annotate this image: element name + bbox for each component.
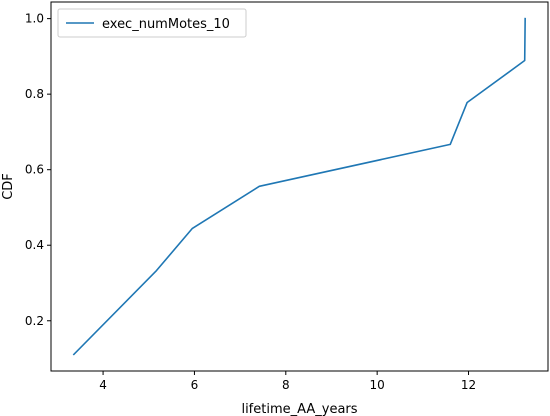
x-tick-label: 10 bbox=[370, 378, 385, 392]
legend: exec_numMotes_10 bbox=[57, 8, 247, 38]
y-tick-label: 0.8 bbox=[25, 87, 44, 101]
plot-frame bbox=[50, 1, 549, 372]
y-tick-label: 1.0 bbox=[25, 12, 44, 26]
x-tick-label: 12 bbox=[461, 378, 476, 392]
y-tick-label: 0.2 bbox=[25, 314, 44, 328]
legend-label: exec_numMotes_10 bbox=[102, 17, 230, 32]
legend-box bbox=[57, 8, 247, 38]
x-axis-ticks: 4 6 8 10 12 bbox=[99, 371, 476, 392]
x-tick-label: 4 bbox=[99, 378, 107, 392]
y-tick-label: 0.4 bbox=[25, 238, 44, 252]
plot-area: 4 6 8 10 12 0.2 0.4 0.6 0.8 1.0 bbox=[25, 1, 549, 392]
y-tick-label: 0.6 bbox=[25, 163, 44, 177]
x-tick-label: 6 bbox=[191, 378, 199, 392]
x-tick-label: 8 bbox=[282, 378, 290, 392]
y-axis-ticks: 0.2 0.4 0.6 0.8 1.0 bbox=[25, 12, 51, 328]
series-layer bbox=[72, 17, 526, 356]
series-line bbox=[72, 17, 526, 356]
y-axis-label: CDF bbox=[1, 173, 16, 200]
x-axis-label: lifetime_AA_years bbox=[241, 402, 357, 416]
